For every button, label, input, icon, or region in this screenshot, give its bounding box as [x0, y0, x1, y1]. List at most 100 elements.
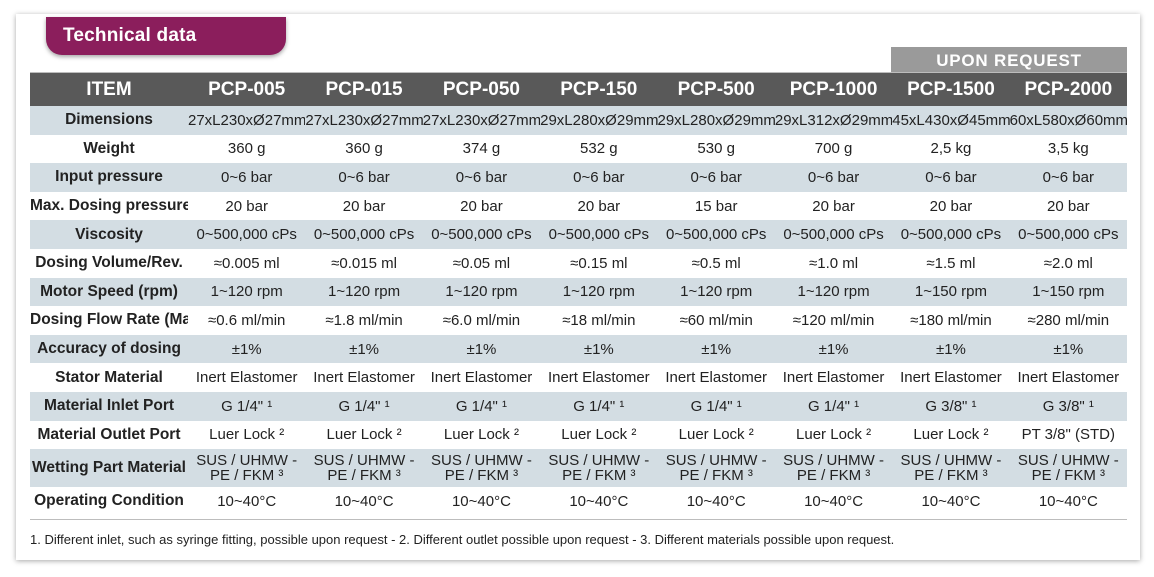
table-cell: 20 bar [577, 197, 621, 215]
table-cell: 27xL230xØ27mm [422, 106, 541, 135]
table-cell: SUS / UHMW - PE / FKM ³ [305, 449, 423, 488]
table-cell: ≈1.5 ml [926, 254, 976, 272]
table-row: Motor Speed (rpm) 1~120 rpm 1~120 rpm 1~120… [30, 277, 1127, 307]
table-cell: 29xL280xØ29mm [540, 106, 658, 135]
table-cell: 1~120 rpm [188, 277, 306, 307]
table-cell: 10~40°C [686, 492, 746, 510]
table-cell: ≈6.0 ml/min [442, 311, 521, 329]
table-cell: ≈0.015 ml [331, 254, 397, 272]
technical-data-table: ITEM PCP-005 PCP-015 PCP-050 PCP-150 PCP… [30, 73, 1127, 516]
table-cell: 29xL280xØ29mm [657, 106, 775, 135]
table-cell: Inert Elastomer [195, 369, 298, 387]
table-body: Dimensions 27xL230xØ27mm 27xL230xØ27mm 27xL… [30, 106, 1127, 516]
table-cell: ≈0.5 ml [691, 254, 741, 272]
table-cell: ±1% [540, 334, 658, 364]
table-cell: 530 g [697, 140, 735, 158]
table-cell: 1~150 rpm [1009, 277, 1127, 307]
cell-line: PE / FKM ³ [210, 467, 284, 485]
header-model: PCP-500 [657, 73, 775, 106]
table-cell: 60xL580xØ60mm [1009, 106, 1127, 135]
section-title: Technical data [63, 25, 197, 46]
table-cell: Luer Lock ² [678, 426, 754, 444]
table-cell: 2,5 kg [930, 140, 972, 158]
table-cell: 20 bar [929, 197, 973, 215]
table-cell: 0~6 bar [188, 163, 306, 192]
row-label: Dimensions [30, 106, 188, 135]
table-cell: 27xL230xØ27mm [188, 106, 306, 135]
table-cell: ≈2.0 ml [1043, 254, 1093, 272]
cell-line: SUS / UHMW - [900, 452, 1002, 470]
cell-line: PE / FKM ³ [679, 467, 753, 485]
table-row: Weight 360 g 360 g 374 g 532 g 530 g 700 g 2,5 … [30, 135, 1127, 164]
table-cell: SUS / UHMW - PE / FKM ³ [540, 449, 658, 488]
cell-line: SUS / UHMW - [665, 452, 767, 470]
table-cell: G 1/4" ¹ [305, 391, 423, 421]
table-cell: ±1% [774, 334, 893, 364]
table-cell: 10~40°C [804, 492, 864, 510]
header-model: PCP-2000 [1009, 73, 1127, 106]
table-cell: 1~120 rpm [774, 277, 893, 307]
table-cell: ≈1.8 ml/min [325, 311, 403, 329]
table-cell: 45xL430xØ45mm [892, 106, 1010, 135]
table-cell: ≈0.15 ml [570, 254, 628, 272]
table-cell: 1~120 rpm [540, 277, 658, 307]
cell-line: SUS / UHMW - [196, 452, 298, 470]
cell-line: SUS / UHMW - [548, 452, 650, 470]
table-cell: Luer Lock ² [913, 426, 989, 444]
table-cell: Inert Elastomer [782, 369, 885, 387]
table-cell: 0~500,000 cPs [540, 220, 658, 249]
table-cell: 0~500,000 cPs [774, 220, 893, 249]
cell-line: PE / FKM ³ [327, 467, 401, 485]
row-label: Viscosity [30, 220, 188, 249]
table-cell: 0~500,000 cPs [657, 220, 775, 249]
row-label: Accuracy of dosing [30, 334, 188, 364]
table-row: Dosing Volume/Rev. ≈0.005 ml ≈0.015 ml ≈0.0… [30, 249, 1127, 278]
table-row: Max. Dosing pressure 20 bar 20 bar 20 bar 20… [30, 192, 1127, 221]
table-cell: 10~40°C [569, 492, 629, 510]
table-cell: Inert Elastomer [900, 369, 1002, 387]
table-cell: G 1/4" ¹ [422, 391, 541, 421]
table-cell: Inert Elastomer [430, 369, 533, 387]
table-cell: Luer Lock ² [209, 426, 285, 444]
table-cell: 1~120 rpm [657, 277, 775, 307]
table-cell: 0~6 bar [892, 163, 1010, 192]
table-cell: SUS / UHMW - PE / FKM ³ [422, 449, 541, 488]
table-cell: 0~6 bar [305, 163, 423, 192]
table-cell: G 3/8" ¹ [892, 391, 1010, 421]
cell-line: SUS / UHMW - [313, 452, 415, 470]
table-cell: Inert Elastomer [665, 369, 768, 387]
table-cell: Luer Lock ² [443, 426, 519, 444]
row-label: Wetting Part Material [30, 449, 188, 488]
table-cell: PT 3/8" (STD) [1021, 426, 1116, 444]
table-cell: ≈0.05 ml [452, 254, 511, 272]
table-cell: 374 g [462, 140, 501, 158]
top-divider [30, 72, 1127, 73]
table-cell: 20 bar [225, 197, 268, 215]
table-cell: 10~40°C [217, 492, 277, 510]
table-cell: 0~6 bar [422, 163, 541, 192]
table-cell: Inert Elastomer [1017, 369, 1120, 387]
table-cell: SUS / UHMW - PE / FKM ³ [774, 449, 893, 488]
table-cell: 0~500,000 cPs [188, 220, 306, 249]
table-cell: 0~500,000 cPs [1009, 220, 1127, 249]
table-cell: 10~40°C [334, 492, 394, 510]
table-cell: 0~500,000 cPs [892, 220, 1010, 249]
cell-line: PE / FKM ³ [796, 467, 871, 485]
table-cell: 3,5 kg [1047, 140, 1089, 158]
table-cell: Luer Lock ² [796, 426, 872, 444]
table-row: Accuracy of dosing ±1% ±1% ±1% ±1% ±1% ±1% ±1% ±… [30, 334, 1127, 364]
row-label: Weight [83, 139, 135, 157]
cell-line: PE / FKM ³ [562, 467, 636, 485]
table-cell: Luer Lock ² [561, 426, 637, 444]
bottom-divider [30, 519, 1127, 520]
row-label: Input pressure [30, 163, 188, 192]
row-label: Dosing Volume/Rev. [35, 254, 183, 272]
row-label: Motor Speed (rpm) [30, 277, 188, 307]
table-cell: 700 g [814, 140, 853, 158]
table-cell: 0~6 bar [540, 163, 658, 192]
table-row: Stator Material Inert Elastomer Inert Elas… [30, 363, 1127, 392]
table-row: Dosing Flow Rate (Max.) ≈0.6 ml/min ≈1.8 m… [30, 306, 1127, 335]
table-cell: G 1/4" ¹ [540, 391, 658, 421]
table-cell: ≈18 ml/min [562, 311, 636, 329]
